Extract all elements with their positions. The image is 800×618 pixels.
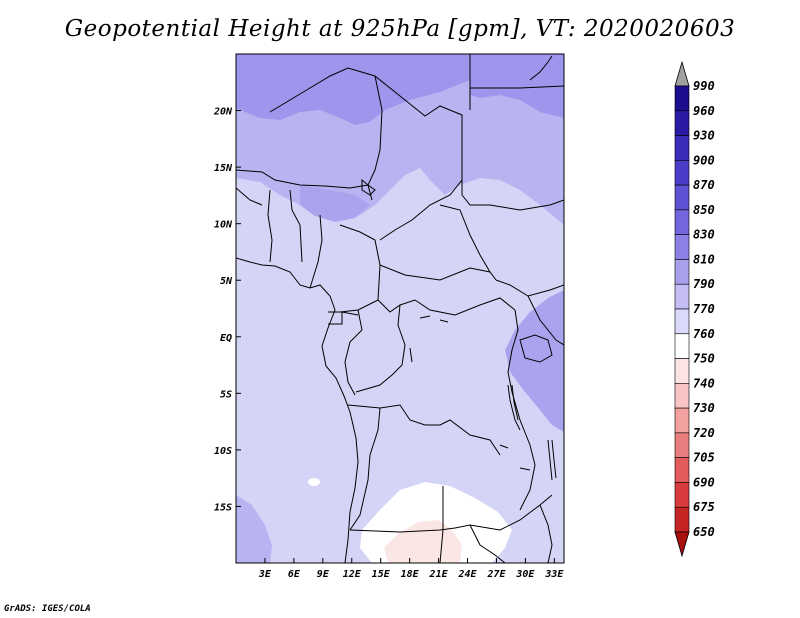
river-congo: [409, 315, 531, 471]
border-south: [349, 486, 553, 563]
colorbar-swatch: [674, 482, 690, 508]
credit-label: GrADS: IGES/COLA: [4, 604, 91, 614]
colorbar-swatch: [674, 407, 690, 434]
lake-malawi: [547, 439, 557, 481]
colorbar-swatch: [674, 432, 690, 458]
x-tick-label: 27E: [486, 569, 506, 580]
colorbar-swatch: [674, 135, 690, 161]
colorbar-swatch: [674, 184, 690, 211]
colorbar-label: 770: [693, 302, 715, 316]
y-tick-label: 5S: [220, 389, 232, 400]
coastline-southeast: [539, 504, 553, 563]
colorbar-swatch: [674, 160, 690, 186]
y-tick-label: 10S: [214, 446, 232, 457]
border-gabon: [328, 311, 359, 325]
colorbar-swatch: [674, 308, 690, 335]
colorbar-arrow-top: [674, 60, 690, 87]
colorbar-label: 750: [693, 352, 715, 366]
colorbar-label: 690: [693, 475, 715, 489]
y-tick-label: 15N: [214, 163, 233, 174]
colorbar-label: 705: [693, 451, 715, 465]
lake-tanganyika: [507, 384, 521, 431]
colorbar-label: 810: [693, 252, 715, 266]
colorbar-label: 960: [693, 104, 715, 118]
field-patch-small: [308, 478, 320, 486]
colorbar-label: 990: [693, 79, 715, 93]
colorbar-swatch: [674, 259, 690, 285]
lake-victoria: [519, 334, 553, 363]
chart-title: Geopotential Height at 925hPa [gpm], VT:…: [64, 16, 736, 42]
colorbar-label: 850: [693, 203, 715, 217]
colorbar: 990 960 930 900 870 850 830 810 790 770 760 750 740 7…: [674, 60, 715, 558]
colorbar-swatch: [674, 85, 690, 112]
colorbar-swatch: [674, 383, 690, 409]
colorbar-swatch: [674, 333, 690, 359]
coastline-west: [236, 257, 359, 563]
coastline-east: [529, 55, 553, 81]
lake-chad: [361, 178, 376, 196]
field-patch-nw: [236, 54, 470, 125]
x-tick-label: 24E: [457, 569, 477, 580]
x-axis: 3E 6E 9E 12E 15E 18E 21E 24E 27E 30E 33E: [258, 558, 564, 580]
colorbar-label: 870: [693, 178, 715, 192]
colorbar-swatch: [674, 209, 690, 235]
field-patch-sw: [236, 495, 272, 563]
x-tick-label: 6E: [288, 569, 301, 580]
colorbar-swatch: [674, 110, 690, 136]
colorbar-label: 730: [693, 401, 715, 415]
border-libya: [462, 54, 471, 110]
x-tick-label: 12E: [343, 569, 362, 580]
x-tick-label: 18E: [401, 569, 420, 580]
colorbar-label: 650: [693, 525, 715, 539]
colorbar-label: 900: [693, 153, 715, 167]
border-sahara: [269, 67, 463, 241]
border-egypt-sudan: [470, 85, 564, 89]
y-tick-label: 5N: [220, 276, 233, 287]
colorbar-swatch: [674, 457, 690, 483]
border-east: [507, 295, 564, 511]
colorbar-label: 760: [693, 327, 715, 341]
y-tick-label: 10N: [214, 220, 233, 231]
border-angola: [347, 404, 501, 531]
plot-frame: [235, 53, 565, 564]
x-tick-label: 33E: [544, 569, 564, 580]
x-tick-label: 15E: [372, 569, 391, 580]
x-tick-label: 30E: [515, 569, 535, 580]
y-tick-label: EQ: [220, 333, 232, 344]
y-tick-label: 15S: [214, 502, 232, 513]
y-axis: 20N 15N 10N 5N EQ 5S 10S 15S: [213, 107, 241, 513]
border-congo: [344, 297, 516, 396]
x-tick-label: 3E: [258, 569, 272, 580]
field-patch-sahel: [300, 185, 370, 222]
colorbar-label: 830: [693, 228, 715, 242]
colorbar-arrow-bottom: [674, 531, 690, 558]
colorbar-swatch: [674, 234, 690, 260]
border-algeria-niger: [367, 75, 383, 201]
x-tick-label: 21E: [429, 569, 449, 580]
colorbar-swatch: [674, 506, 690, 533]
x-tick-label: 9E: [317, 569, 330, 580]
colorbar-label: 720: [693, 426, 715, 440]
colorbar-label: 790: [693, 277, 715, 291]
border-westafrica: [236, 169, 369, 289]
field-patch-ne: [470, 54, 564, 118]
country-borders: [236, 54, 564, 563]
colorbar-swatch: [674, 283, 690, 310]
colorbar-label: 740: [693, 376, 715, 390]
colorbar-label: 930: [693, 129, 715, 143]
y-tick-label: 20N: [213, 107, 233, 118]
colorbar-label: 675: [693, 500, 715, 514]
colorbar-swatch: [674, 358, 690, 384]
